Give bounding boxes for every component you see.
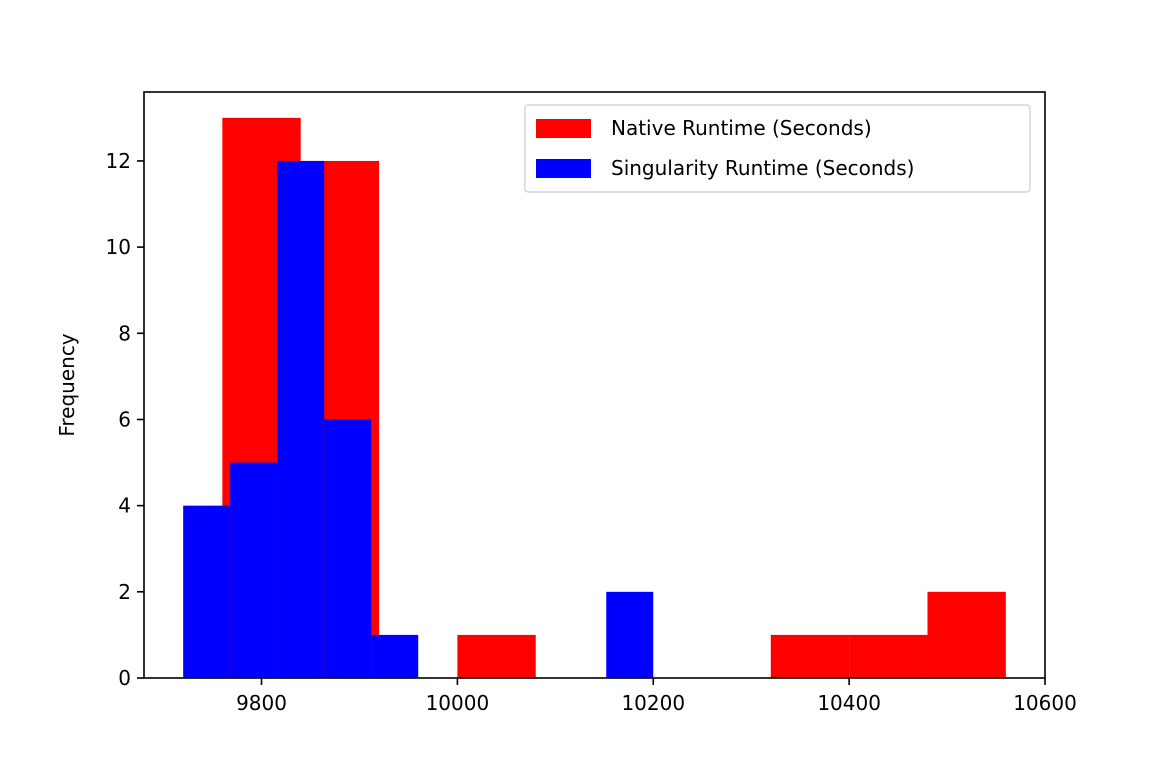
bars-layer bbox=[183, 117, 1006, 679]
bar-native-7 bbox=[770, 634, 850, 678]
x-tick-label: 9800 bbox=[236, 691, 287, 715]
legend-label-native: Native Runtime (Seconds) bbox=[611, 116, 872, 140]
y-tick-label: 6 bbox=[118, 407, 131, 431]
x-tick-label: 10200 bbox=[621, 691, 685, 715]
x-tick-label: 10600 bbox=[1013, 691, 1077, 715]
bar-singularity-0 bbox=[183, 505, 231, 678]
y-tick-label: 8 bbox=[118, 321, 131, 345]
legend-label-singularity: Singularity Runtime (Seconds) bbox=[611, 156, 914, 180]
y-axis: 0 2 4 6 8 10 12 bbox=[106, 149, 144, 690]
y-tick-label: 0 bbox=[118, 666, 131, 690]
legend-swatch-singularity bbox=[536, 159, 591, 178]
y-tick-label: 10 bbox=[106, 235, 131, 259]
x-tick-label: 10400 bbox=[817, 691, 881, 715]
bar-native-3 bbox=[457, 634, 536, 678]
y-tick-label: 4 bbox=[118, 494, 131, 518]
bar-singularity-2 bbox=[277, 160, 325, 679]
y-axis-label: Frequency bbox=[55, 333, 79, 436]
legend-swatch-native bbox=[536, 119, 591, 138]
x-axis: 9800 10000 10200 10400 10600 bbox=[236, 678, 1077, 715]
legend: Native Runtime (Seconds) Singularity Run… bbox=[524, 104, 1031, 193]
bar-singularity-3 bbox=[324, 419, 372, 678]
x-tick-label: 10000 bbox=[426, 691, 490, 715]
bar-native-9 bbox=[927, 591, 1006, 678]
y-tick-label: 12 bbox=[106, 149, 131, 173]
bar-singularity-9 bbox=[606, 591, 654, 678]
bar-singularity-1 bbox=[230, 462, 278, 678]
legend-box bbox=[524, 104, 1031, 193]
bar-native-8 bbox=[849, 634, 928, 678]
bar-singularity-4 bbox=[371, 634, 419, 678]
y-tick-label: 2 bbox=[118, 580, 131, 604]
plot-frame bbox=[143, 91, 1046, 679]
